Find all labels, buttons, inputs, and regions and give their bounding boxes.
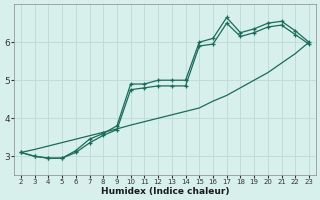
X-axis label: Humidex (Indice chaleur): Humidex (Indice chaleur) (101, 187, 229, 196)
